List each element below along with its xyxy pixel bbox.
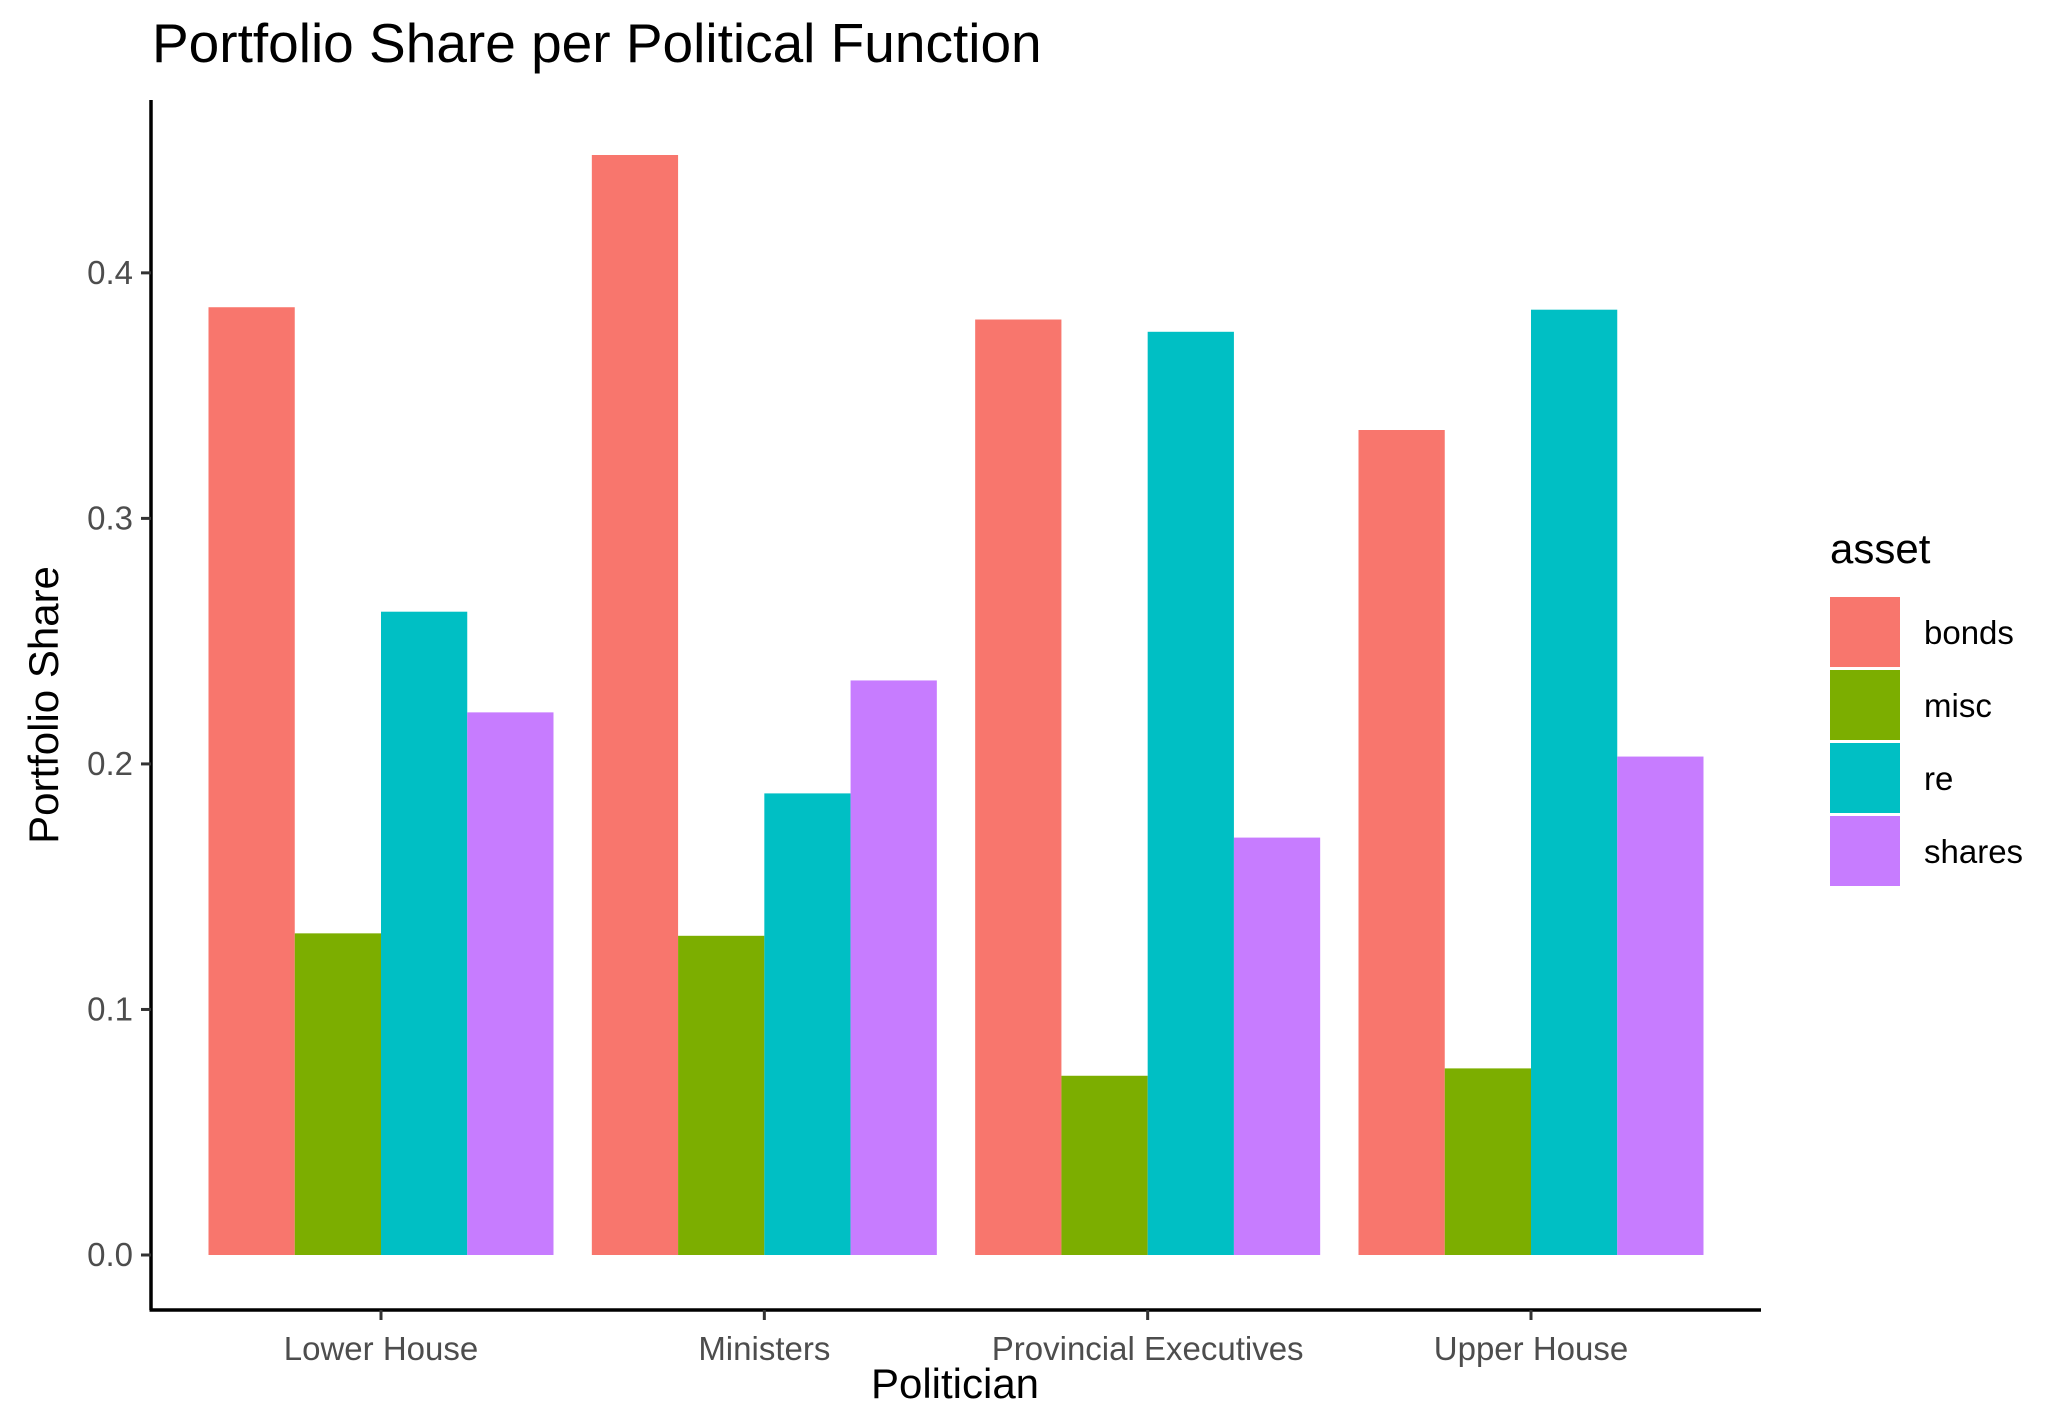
- x-tick-label-upper-house: Upper House: [1434, 1330, 1628, 1367]
- y-axis-title: Portfolio Share: [20, 566, 67, 844]
- bar-lower-house-misc: [294, 933, 381, 1255]
- legend-label-shares: shares: [1924, 833, 2023, 870]
- bar-lower-house-bonds: [208, 307, 295, 1256]
- bar-lower-house-shares: [467, 712, 554, 1255]
- legend-key-misc: [1830, 670, 1900, 740]
- bar-provincial-executives-bonds: [975, 319, 1062, 1255]
- legend-title: asset: [1830, 525, 1931, 572]
- bar-upper-house-misc: [1444, 1068, 1531, 1255]
- bar-ministers-shares: [850, 680, 937, 1255]
- bar-ministers-bonds: [591, 155, 679, 1255]
- legend-label-re: re: [1924, 760, 1953, 797]
- x-tick-label-lower-house: Lower House: [284, 1330, 478, 1367]
- legend-label-bonds: bonds: [1924, 614, 2014, 651]
- x-tick-label-provincial-executives: Provincial Executives: [992, 1330, 1304, 1367]
- x-tick-label-ministers: Ministers: [698, 1330, 830, 1367]
- bar-provincial-executives-re: [1147, 331, 1234, 1255]
- legend-key-shares: [1830, 816, 1900, 886]
- bar-lower-house-re: [381, 611, 468, 1255]
- bar-provincial-executives-misc: [1061, 1075, 1148, 1255]
- legend-key-bonds: [1830, 597, 1900, 667]
- bar-ministers-re: [764, 793, 851, 1255]
- x-axis: Lower House Ministers Provincial Executive…: [284, 1310, 1628, 1367]
- y-tick-label: 0.2: [87, 745, 133, 782]
- bar-upper-house-shares: [1617, 756, 1704, 1255]
- y-tick-label: 0.3: [87, 499, 133, 536]
- legend-key-re: [1830, 743, 1900, 813]
- y-tick-label: 0.0: [87, 1236, 133, 1273]
- y-tick-label: 0.4: [87, 254, 133, 291]
- bar-provincial-executives-shares: [1233, 837, 1321, 1255]
- x-axis-title: Politician: [871, 1360, 1039, 1407]
- bars-layer: [208, 155, 1704, 1256]
- bar-upper-house-bonds: [1358, 430, 1445, 1255]
- legend: asset bonds misc re shares: [1830, 525, 2023, 886]
- bar-ministers-misc: [678, 935, 765, 1255]
- chart-title: Portfolio Share per Political Function: [152, 12, 1042, 74]
- y-tick-label: 0.1: [87, 990, 133, 1027]
- y-axis: 0.0 0.1 0.2 0.3 0.4: [87, 254, 151, 1273]
- bar-upper-house-re: [1531, 309, 1618, 1255]
- legend-label-misc: misc: [1924, 687, 1992, 724]
